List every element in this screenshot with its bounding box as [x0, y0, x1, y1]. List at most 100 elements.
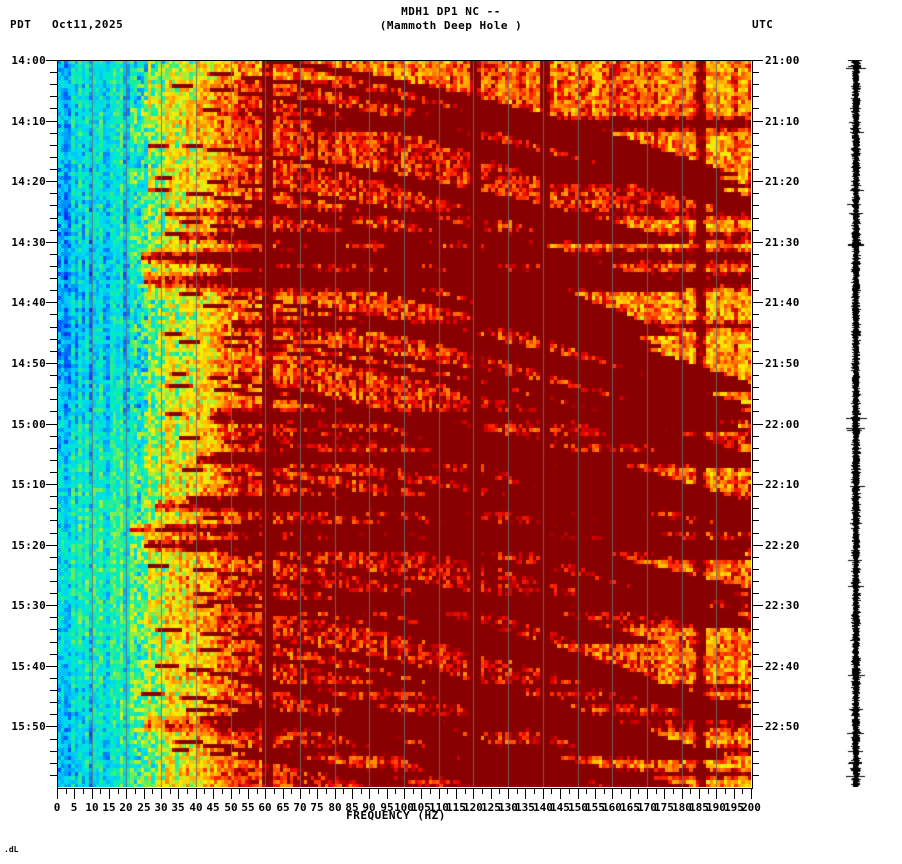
frequency-label: 170 [637, 801, 657, 814]
frequency-label: 155 [585, 801, 605, 814]
tick-bottom-minor [569, 788, 570, 794]
tick-left-minor [50, 266, 57, 267]
frequency-label: 25 [137, 801, 151, 814]
tick-left-minor [50, 702, 57, 703]
tick-bottom-major [421, 788, 422, 799]
tick-right-minor [752, 399, 759, 400]
tick-left-major [46, 121, 57, 122]
tick-left-major [46, 363, 57, 364]
tick-bottom-minor [222, 788, 223, 794]
tick-left-major [46, 545, 57, 546]
tick-bottom-minor [100, 788, 101, 794]
spectrogram-canvas [57, 60, 751, 787]
tick-left-minor [50, 581, 57, 582]
tick-bottom-major [630, 788, 631, 799]
tick-bottom-minor [465, 788, 466, 794]
tick-right-minor [752, 157, 759, 158]
tick-bottom-minor [395, 788, 396, 794]
tick-left-minor [50, 617, 57, 618]
frequency-label: 65 [276, 801, 290, 814]
spectrogram-plot[interactable] [57, 60, 751, 787]
tick-left-minor [50, 472, 57, 473]
amplitude-trace-canvas [846, 60, 868, 787]
tick-bottom-minor [239, 788, 240, 794]
tick-bottom-minor [551, 788, 552, 794]
tick-right-minor [752, 678, 759, 679]
tick-bottom-major [456, 788, 457, 799]
time-label-local: 15:30 [11, 599, 46, 612]
tick-bottom-major [751, 788, 752, 799]
tick-bottom-minor [135, 788, 136, 794]
tick-left-minor [50, 496, 57, 497]
tick-left-minor [50, 569, 57, 570]
tick-bottom-minor [152, 788, 153, 794]
tick-left-minor [50, 375, 57, 376]
tick-bottom-minor [204, 788, 205, 794]
tick-right-minor [752, 448, 759, 449]
tick-bottom-major [74, 788, 75, 799]
time-label-utc: 21:30 [765, 236, 800, 249]
tick-bottom-minor [690, 788, 691, 794]
tick-bottom-major [595, 788, 596, 799]
tick-right-minor [752, 278, 759, 279]
tick-bottom-minor [187, 788, 188, 794]
tick-bottom-minor [274, 788, 275, 794]
tick-left-major [46, 605, 57, 606]
frequency-label: 160 [602, 801, 622, 814]
tick-left-minor [50, 351, 57, 352]
frequency-label: 50 [224, 801, 238, 814]
frequency-label: 110 [429, 801, 449, 814]
tick-bottom-major [525, 788, 526, 799]
tick-bottom-major [647, 788, 648, 799]
tick-right-major [752, 666, 763, 667]
time-label-local: 14:20 [11, 175, 46, 188]
tick-bottom-minor [170, 788, 171, 794]
tick-right-minor [752, 460, 759, 461]
tick-left-major [46, 60, 57, 61]
time-label-utc: 21:40 [765, 296, 800, 309]
tick-bottom-major [213, 788, 214, 799]
tick-bottom-minor [482, 788, 483, 794]
tick-right-minor [752, 72, 759, 73]
tick-right-minor [752, 411, 759, 412]
tick-right-minor [752, 629, 759, 630]
tick-bottom-major [126, 788, 127, 799]
tick-left-minor [50, 254, 57, 255]
tick-bottom-minor [534, 788, 535, 794]
tick-left-major [46, 424, 57, 425]
frequency-label: 35 [171, 801, 185, 814]
tick-bottom-major [439, 788, 440, 799]
tick-bottom-minor [83, 788, 84, 794]
time-label-local: 14:10 [11, 115, 46, 128]
time-label-local: 15:50 [11, 720, 46, 733]
tick-bottom-minor [725, 788, 726, 794]
tick-bottom-major [404, 788, 405, 799]
tick-bottom-minor [708, 788, 709, 794]
tick-bottom-minor [413, 788, 414, 794]
tick-left-minor [50, 169, 57, 170]
tick-right-minor [752, 84, 759, 85]
tick-right-major [752, 60, 763, 61]
tick-bottom-major [734, 788, 735, 799]
time-label-utc: 21:50 [765, 357, 800, 370]
frequency-label: 115 [446, 801, 466, 814]
tick-bottom-minor [499, 788, 500, 794]
time-label-local: 14:40 [11, 296, 46, 309]
time-label-local: 14:50 [11, 357, 46, 370]
tick-left-major [46, 666, 57, 667]
tick-right-minor [752, 96, 759, 97]
tick-right-minor [752, 714, 759, 715]
tick-left-minor [50, 557, 57, 558]
tick-right-minor [752, 230, 759, 231]
tick-right-minor [752, 254, 759, 255]
tick-bottom-major [699, 788, 700, 799]
frequency-label: 75 [310, 801, 324, 814]
tick-right-minor [752, 266, 759, 267]
time-label-utc: 22:00 [765, 418, 800, 431]
tick-left-minor [50, 96, 57, 97]
tick-right-minor [752, 557, 759, 558]
tick-bottom-minor [66, 788, 67, 794]
tick-right-minor [752, 375, 759, 376]
tick-bottom-major [283, 788, 284, 799]
tick-right-minor [752, 593, 759, 594]
